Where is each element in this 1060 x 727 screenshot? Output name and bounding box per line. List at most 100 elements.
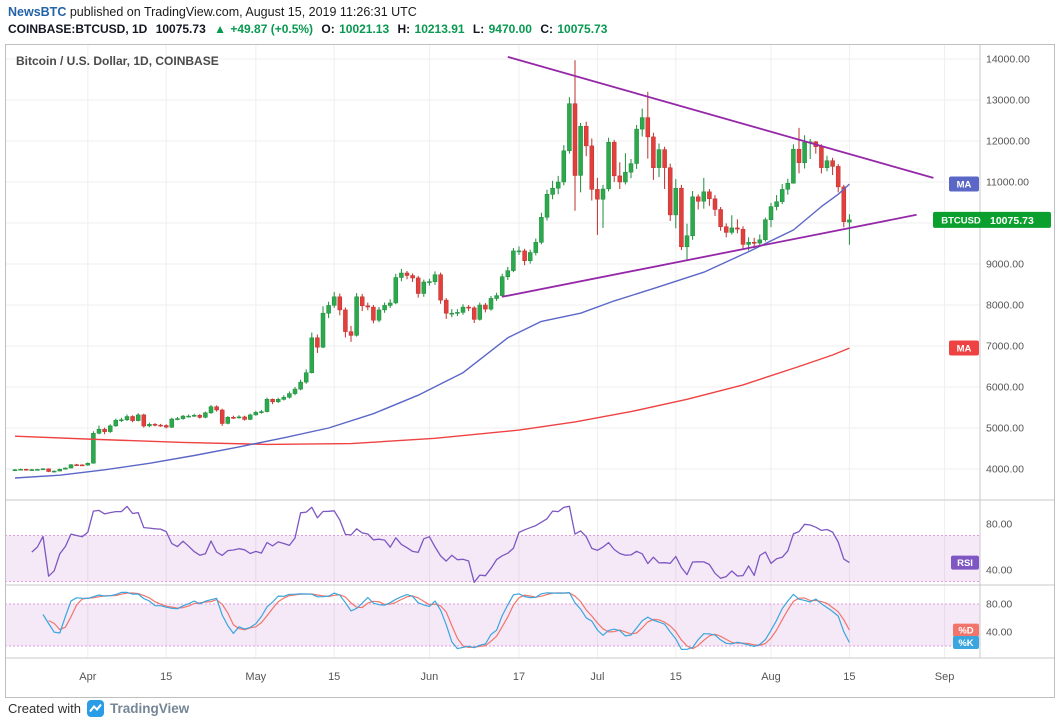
candle-body (617, 175, 623, 183)
candle-body (768, 206, 774, 220)
candle-body (679, 187, 684, 248)
candle-body (287, 393, 292, 398)
candle-body (68, 464, 74, 469)
candle-body (141, 414, 147, 427)
candle-body (427, 281, 432, 283)
tradingview-logo-icon (86, 700, 104, 717)
rsi-badge-label: RSI (957, 558, 973, 569)
candle-body (236, 416, 242, 419)
candle-body (343, 309, 348, 332)
rsi-line (31, 505, 850, 583)
price-tick-label: 5000.00 (986, 423, 1024, 435)
candle-body (135, 414, 141, 421)
candle-body (309, 337, 315, 373)
candle-body (303, 372, 309, 383)
candle-body (779, 189, 785, 202)
candle-body (331, 296, 337, 306)
candlestick-chart-canvas: 14000.0013000.0012000.0011000.0010000.00… (5, 44, 1055, 698)
price-tick-label: 14000.00 (986, 54, 1030, 66)
candle-body (415, 277, 421, 294)
candle-body (119, 419, 124, 422)
stoch-d-badge (953, 623, 979, 637)
rsi-tick-label: 80.00 (986, 519, 1012, 531)
candle-body (763, 219, 768, 241)
time-tick-label: 17 (513, 671, 525, 683)
candle-body (791, 148, 796, 184)
candle-body (247, 414, 253, 420)
ma-slow-badge-label: MA (957, 344, 972, 355)
source-name[interactable]: NewsBTC (8, 5, 67, 19)
candle-body (163, 425, 169, 428)
candle-body (404, 272, 410, 276)
candle-body (595, 189, 600, 200)
created-with-text: Created with (8, 701, 81, 716)
candle-body (550, 187, 555, 195)
candle-body (242, 416, 247, 420)
ma-fast-badge-label: MA (957, 180, 972, 191)
candle-body (443, 299, 449, 314)
candle-body (651, 136, 656, 168)
candle-body (589, 145, 595, 190)
last-price: 10075.73 (155, 22, 206, 36)
candle-body (152, 424, 158, 426)
candle-body (421, 281, 427, 294)
candle-body (740, 228, 746, 245)
candle-body (337, 296, 343, 311)
candle-body (533, 242, 539, 253)
candle-body (477, 304, 483, 320)
stoch-k-badge (953, 636, 979, 650)
candle-body (382, 305, 387, 311)
candle-body (147, 424, 152, 427)
price-badge-value: 10075.73 (990, 215, 1034, 227)
tradingview-brand[interactable]: TradingView (109, 701, 190, 716)
candle-body (63, 467, 68, 470)
candle-body (796, 148, 802, 163)
candle-body (46, 468, 51, 472)
footer: Created with TradingView (8, 700, 189, 717)
high-value: 10213.91 (414, 22, 465, 36)
candle-body (544, 194, 550, 218)
candle-body (785, 182, 791, 190)
candle-body (707, 191, 712, 200)
candle-body (326, 305, 331, 314)
candle-body (555, 181, 561, 189)
candle-body (746, 242, 751, 245)
candle-body (124, 416, 130, 421)
candle-body (107, 425, 113, 432)
candle-body (522, 250, 527, 261)
candle-body (645, 117, 651, 138)
candle-body (231, 417, 236, 419)
candle-body (684, 235, 690, 248)
candle-body (113, 419, 119, 427)
time-tick-label: 15 (328, 671, 340, 683)
price-tick-label: 12000.00 (986, 136, 1030, 148)
candle-body (40, 468, 46, 471)
candle-body (712, 198, 718, 210)
candle-body (623, 171, 628, 183)
candle-body (499, 276, 505, 296)
candle-body (835, 166, 841, 188)
time-tick-label: Jun (421, 671, 439, 683)
time-tick-label: Apr (79, 671, 96, 683)
candle-body (583, 125, 589, 147)
candle-body (298, 381, 303, 390)
candle-body (718, 209, 723, 227)
open-value: 10021.13 (339, 22, 390, 36)
published-header: NewsBTC published on TradingView.com, Au… (8, 5, 417, 19)
candle-body (483, 304, 488, 310)
trendline (507, 56, 934, 179)
candle-body (35, 469, 40, 471)
candle-body (197, 415, 203, 418)
candle-body (259, 411, 264, 413)
candle-body (315, 337, 320, 348)
candle-body (51, 470, 57, 473)
candle-body (690, 196, 695, 236)
candle-body (701, 191, 707, 202)
candle-body (91, 433, 96, 464)
indicator-band (5, 535, 980, 582)
candle-body (208, 406, 214, 414)
candle-body (348, 331, 354, 336)
price-tick-label: 13000.00 (986, 95, 1030, 107)
rsi-tick-label: 40.00 (986, 565, 1012, 577)
ma-fast-badge (949, 176, 979, 192)
